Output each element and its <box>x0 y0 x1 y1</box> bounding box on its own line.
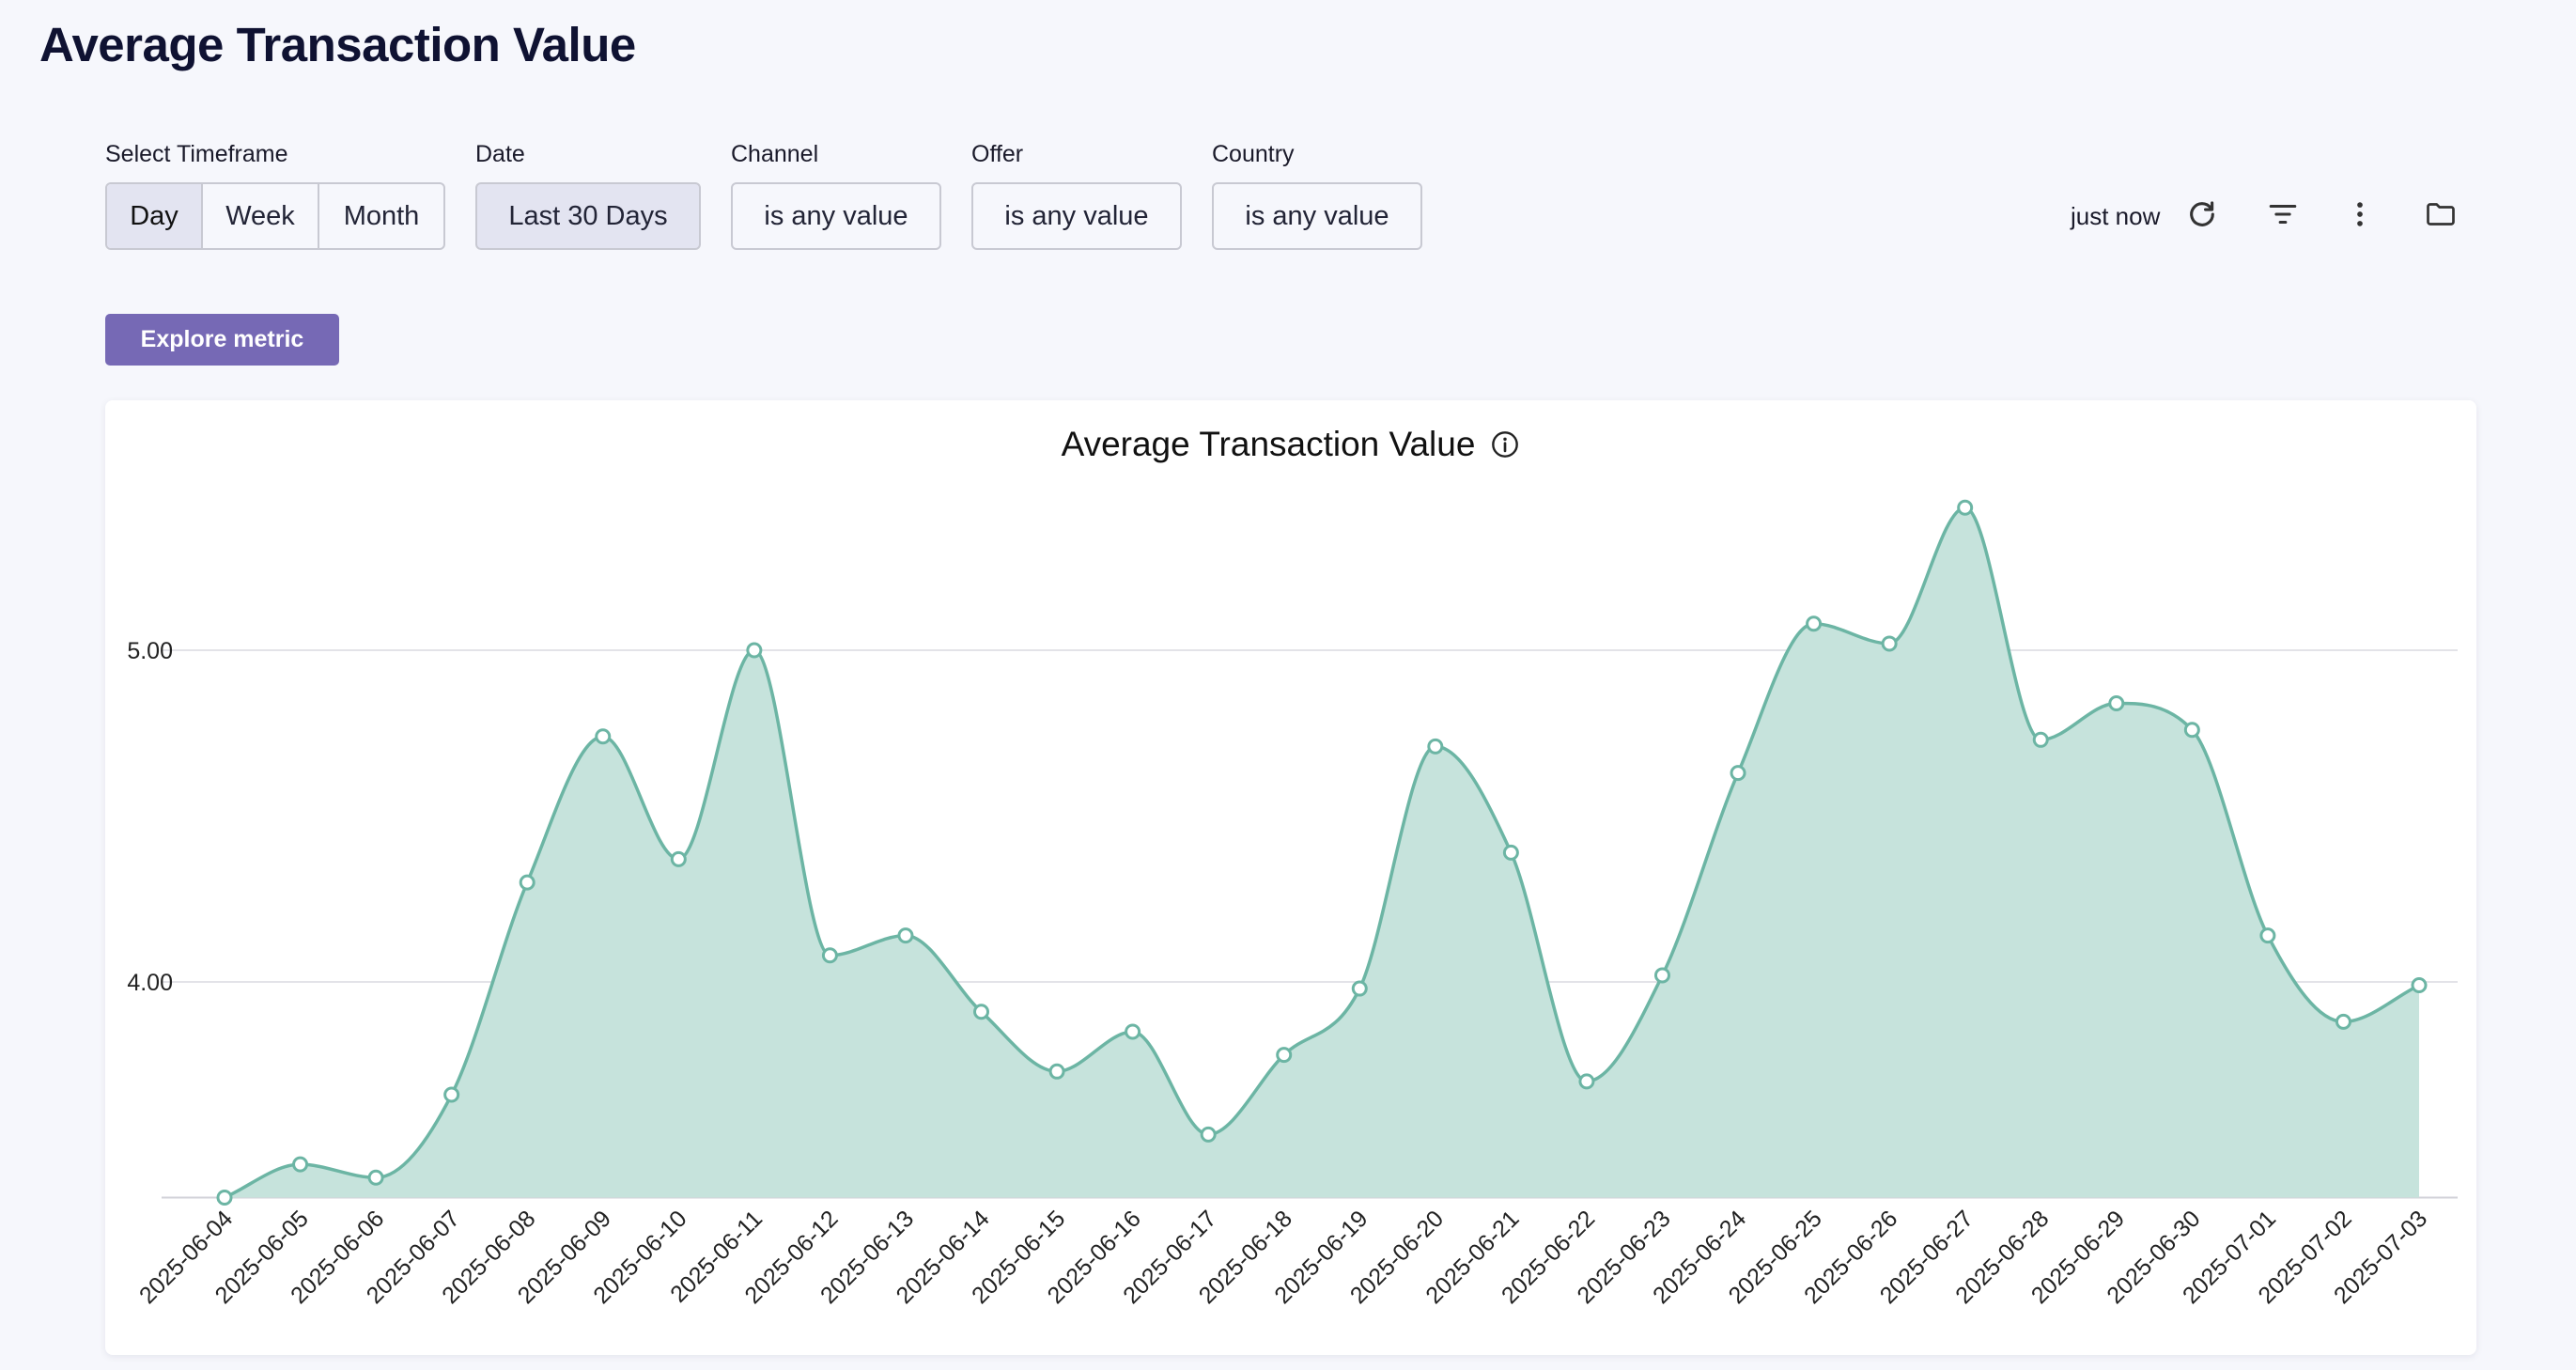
data-point <box>1881 635 1898 652</box>
data-point <box>1276 1047 1293 1064</box>
chart-header: Average Transaction Value <box>105 425 2476 464</box>
timeframe-month-button[interactable]: Month <box>343 200 420 231</box>
folder-icon[interactable] <box>2422 195 2460 233</box>
data-point <box>1048 1063 1065 1080</box>
info-icon[interactable] <box>1490 429 1520 459</box>
date-label: Date <box>475 141 525 167</box>
data-point <box>216 1189 233 1206</box>
data-point <box>1351 980 1368 997</box>
data-point <box>2032 731 2049 748</box>
country-label: Country <box>1212 141 1295 167</box>
timeframe-selector: Day Week Month <box>105 182 445 250</box>
last-updated-text: just now <box>2071 202 2161 230</box>
data-point <box>595 728 612 745</box>
data-point <box>1125 1023 1141 1040</box>
y-tick-label: 4.00 <box>127 970 173 996</box>
page-title: Average Transaction Value <box>39 18 636 71</box>
data-point <box>292 1156 309 1173</box>
data-point <box>1806 615 1823 632</box>
data-point <box>443 1086 460 1103</box>
data-point <box>1502 844 1519 861</box>
country-filter-button[interactable]: is any value <box>1212 182 1422 250</box>
data-point <box>2335 1013 2351 1030</box>
timeframe-week-button[interactable]: Week <box>203 184 319 248</box>
data-point <box>2411 977 2428 994</box>
data-point <box>2259 927 2276 944</box>
channel-label: Channel <box>731 141 819 167</box>
offer-label: Offer <box>971 141 1024 167</box>
explore-metric-button[interactable]: Explore metric <box>105 314 339 366</box>
data-point <box>973 1004 990 1020</box>
channel-filter-button[interactable]: is any value <box>731 182 941 250</box>
data-point <box>1427 738 1444 755</box>
refresh-icon[interactable] <box>2183 195 2221 233</box>
data-point <box>2108 694 2125 711</box>
chart-card: Average Transaction Value 4.00 5.00 2025-0… <box>105 400 2476 1355</box>
data-point <box>1653 967 1670 984</box>
data-point <box>367 1169 384 1186</box>
more-vert-icon[interactable] <box>2341 195 2379 233</box>
data-point <box>746 642 763 659</box>
offer-filter-button[interactable]: is any value <box>971 182 1182 250</box>
data-point <box>821 947 838 964</box>
timeframe-label: Select Timeframe <box>105 141 288 167</box>
data-point <box>2183 722 2200 739</box>
filter-icon[interactable] <box>2264 195 2302 233</box>
timeframe-day-button[interactable]: Day <box>107 184 203 248</box>
chart-plot: 4.005.002025-06-042025-06-052025-06-0620… <box>127 499 2458 1309</box>
series-area <box>225 507 2419 1198</box>
data-point <box>1730 765 1746 782</box>
y-tick-label: 5.00 <box>127 638 173 664</box>
data-point <box>897 927 914 944</box>
data-point <box>670 850 687 867</box>
data-point <box>1578 1073 1595 1090</box>
chart-title: Average Transaction Value <box>1061 425 1476 463</box>
data-point <box>1957 499 1974 516</box>
data-point <box>1200 1126 1217 1143</box>
date-filter-button[interactable]: Last 30 Days <box>475 182 701 250</box>
data-point <box>519 874 535 891</box>
